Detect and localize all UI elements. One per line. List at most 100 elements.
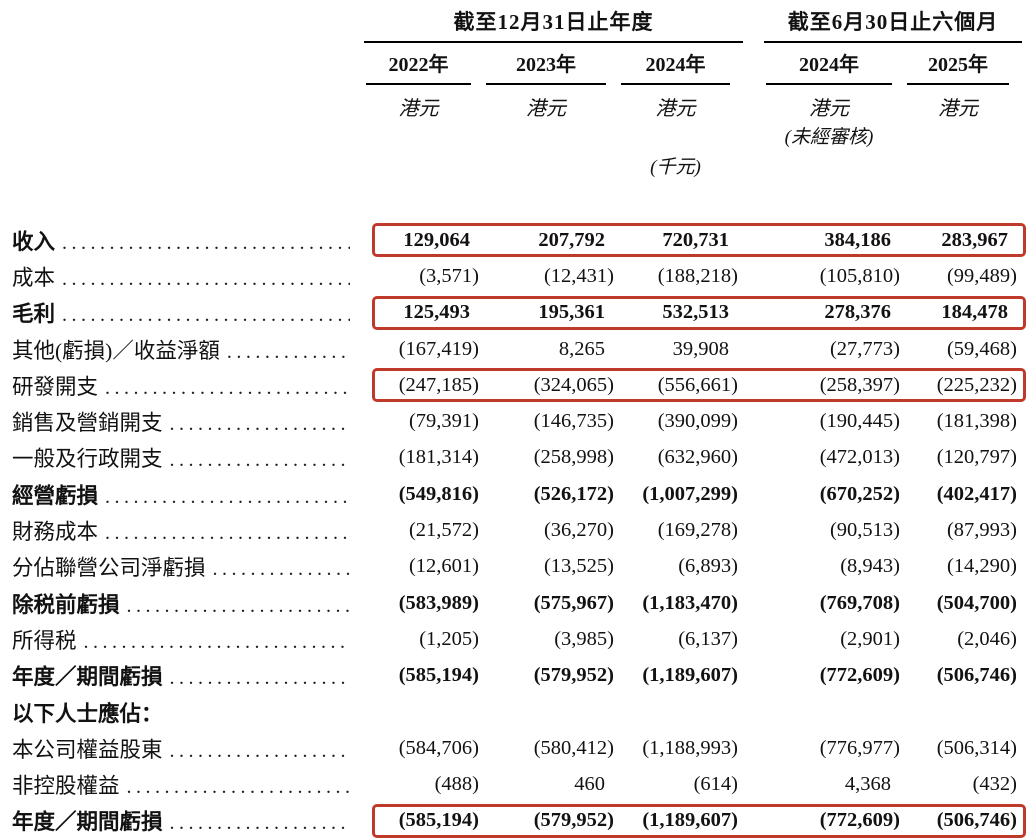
year-label: 2025年: [907, 48, 1009, 85]
row-label: 銷售及營銷開支: [4, 406, 364, 437]
dot-leader: [62, 232, 350, 255]
row-label: 年度／期間虧損: [4, 660, 364, 691]
value-cell: (2,901): [840, 627, 900, 650]
value-cell: (90,513): [829, 519, 900, 542]
table-row: 研發開支 (247,185) (324,065) (556,661) (258,397)…: [4, 367, 1026, 403]
dot-leader: [62, 268, 350, 291]
column-group-interim-title: 截至6月30日止六個月: [764, 6, 1022, 43]
currency-label: 港元: [938, 98, 978, 120]
table-row: 以下人士應佔：: [4, 694, 1026, 730]
row-label-text: 年度／期間虧損: [12, 665, 163, 690]
dot-leader: [213, 558, 350, 581]
row-label: 以下人士應佔：: [4, 697, 364, 728]
value-cell: 532,513: [662, 301, 729, 324]
value-cell: (772,609): [819, 809, 900, 832]
row-label-text: 銷售及營銷開支: [12, 411, 163, 436]
value-cell: (12,601): [408, 555, 479, 578]
value-cell: (549,816): [398, 482, 479, 505]
row-label-text: 一般及行政開支: [12, 447, 163, 472]
year-label: 2023年: [486, 48, 606, 85]
value-cell: 39,908: [672, 337, 729, 360]
value-cell: 184,478: [941, 301, 1008, 324]
value-cell: (1,189,607): [642, 809, 738, 832]
value-cell: (27,773): [829, 337, 900, 360]
value-cell: (258,397): [819, 373, 900, 396]
value-cell: (579,952): [533, 664, 614, 687]
unit-note: (千元): [650, 157, 701, 178]
table-row: 非控股權益 (488) 460 (614) 4,368 (432): [4, 766, 1026, 802]
value-cell: (13,525): [543, 555, 614, 578]
value-cell: (584,706): [398, 736, 479, 759]
value-cell: 278,376: [824, 301, 891, 324]
dot-leader: [170, 740, 350, 763]
year-header-5: 2025年: [905, 43, 1022, 85]
row-label: 收入: [4, 225, 364, 256]
value-cell: (167,419): [398, 337, 479, 360]
value-cell: (2,046): [957, 627, 1017, 650]
table-row: 收入 129,064 207,792 720,731 384,186 283,967: [4, 222, 1026, 258]
table-row: 財務成本 (21,572) (36,270) (169,278) (90,513) (87…: [4, 512, 1026, 548]
row-label-text: 毛利: [12, 302, 56, 327]
value-cell: (670,252): [819, 482, 900, 505]
value-cell: (188,218): [657, 264, 738, 287]
value-cell: (169,278): [657, 519, 738, 542]
value-cell: (120,797): [936, 446, 1017, 469]
table-row: 本公司權益股東 (584,706) (580,412) (1,188,993) (776…: [4, 730, 1026, 766]
row-label: 除税前虧損: [4, 588, 364, 619]
value-cell: 384,186: [824, 228, 891, 251]
row-label-text: 財務成本: [12, 520, 99, 545]
value-cell: (526,172): [533, 482, 614, 505]
value-cell: 125,493: [403, 301, 470, 324]
row-label: 其他(虧損)／收益淨額: [4, 334, 364, 365]
value-cell: (575,967): [533, 591, 614, 614]
currency-label: 港元: [809, 98, 849, 120]
value-cell: (506,314): [936, 736, 1017, 759]
row-label: 所得税: [4, 624, 364, 655]
table-row: 其他(虧損)／收益淨額 (167,419) 8,265 39,908 (27,773) (…: [4, 331, 1026, 367]
dot-leader: [127, 595, 350, 618]
value-cell: (1,188,993): [642, 736, 738, 759]
value-cell: (181,314): [398, 446, 479, 469]
value-cell: (579,952): [533, 809, 614, 832]
row-label: 成本: [4, 261, 364, 292]
value-cell: (583,989): [398, 591, 479, 614]
row-label: 分佔聯營公司淨虧損: [4, 551, 364, 582]
table-row: 所得税 (1,205) (3,985) (6,137) (2,901) (2,046): [4, 621, 1026, 657]
value-cell: (324,065): [533, 373, 614, 396]
currency-label: 港元: [526, 98, 566, 120]
year-label: 2022年: [366, 48, 471, 85]
value-cell: (506,746): [936, 809, 1017, 832]
table-row: 年度／期間虧損 (585,194) (579,952) (1,189,607) (772…: [4, 658, 1026, 694]
table-row: 年度／期間虧損 (585,194) (579,952) (1,189,607) (772…: [4, 803, 1026, 839]
value-cell: 460: [574, 773, 605, 796]
currency-label: 港元: [398, 98, 439, 120]
row-label-text: 本公司權益股東: [12, 737, 163, 762]
value-cell: (59,468): [946, 337, 1017, 360]
value-cell: (585,194): [398, 809, 479, 832]
row-label-text: 以下人士應佔：: [12, 701, 163, 726]
value-cell: 129,064: [403, 228, 470, 251]
value-cell: (247,185): [398, 373, 479, 396]
value-cell: 8,265: [558, 337, 605, 360]
currency-label: 港元: [655, 98, 696, 120]
value-cell: (472,013): [819, 446, 900, 469]
dot-leader: [105, 522, 350, 545]
value-cell: (258,998): [533, 446, 614, 469]
year-header-4: 2024年: [764, 43, 905, 85]
value-cell: (776,977): [819, 736, 900, 759]
value-cell: 4,368: [844, 773, 891, 796]
dot-leader: [105, 377, 350, 400]
value-cell: (506,746): [936, 664, 1017, 687]
value-cell: 195,361: [538, 301, 605, 324]
dot-leader: [62, 304, 350, 327]
table-row: 經營虧損 (549,816) (526,172) (1,007,299) (670,25…: [4, 476, 1026, 512]
dot-leader: [170, 667, 350, 690]
value-cell: (105,810): [819, 264, 900, 287]
value-cell: (6,893): [678, 555, 738, 578]
value-cell: (12,431): [543, 264, 614, 287]
table-row: 除税前虧損 (583,989) (575,967) (1,183,470) (769,7…: [4, 585, 1026, 621]
table-row: 一般及行政開支 (181,314) (258,998) (632,960) (472,0…: [4, 440, 1026, 476]
value-cell: (225,232): [936, 373, 1017, 396]
row-label-text: 年度／期間虧損: [12, 810, 163, 835]
